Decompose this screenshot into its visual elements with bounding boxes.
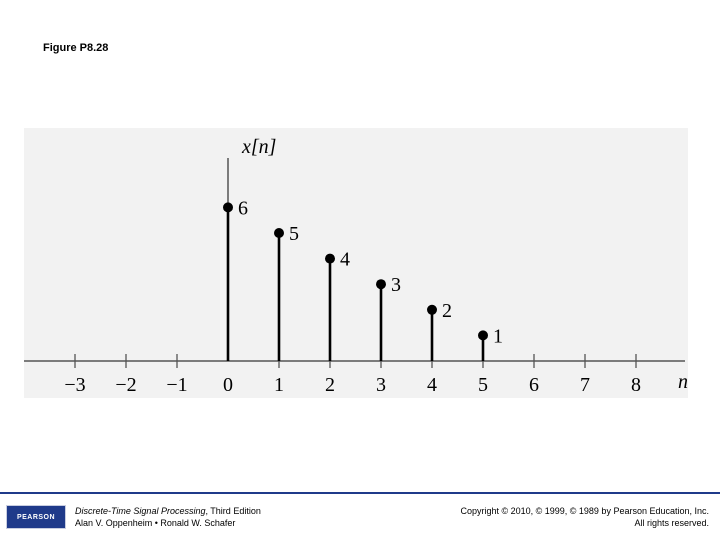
book-title: Discrete-Time Signal Processing	[75, 506, 206, 516]
stem-plot-panel: −3 −2 −1 0 1 2 3 4 5 6 7 8 6 5 4 3 2 1 x[n] n	[24, 128, 688, 398]
stem-marker	[325, 253, 335, 264]
x-tick-label: −3	[64, 374, 85, 396]
stem-marker	[274, 228, 284, 238]
stem-value-label: 1	[493, 325, 503, 347]
axes	[24, 158, 685, 362]
figure-title: Figure P8.28	[43, 42, 109, 54]
stem-marker	[427, 304, 437, 315]
x-tick-label: 6	[529, 374, 539, 396]
footer-divider	[0, 492, 720, 494]
x-tick-label: 1	[274, 374, 284, 396]
x-tick-label: 5	[478, 374, 488, 396]
x-tick-label: −2	[115, 374, 136, 396]
x-tick-label: 4	[427, 374, 437, 396]
x-tick-label: 2	[325, 374, 335, 396]
stem-marker	[478, 330, 488, 341]
stem-value-label: 6	[238, 197, 248, 219]
book-edition: , Third Edition	[205, 506, 261, 516]
book-citation: Discrete-Time Signal Processing, Third E…	[75, 505, 261, 517]
stem-value-label: 5	[289, 223, 299, 245]
stems: 6 5 4 3 2 1	[223, 197, 503, 361]
x-tick-label: 3	[376, 374, 386, 396]
stem-value-label: 3	[391, 274, 401, 296]
stem-value-label: 2	[442, 300, 452, 322]
x-tick-label: −1	[166, 374, 187, 396]
y-axis-label: x[n]	[241, 136, 276, 158]
stem-marker	[376, 279, 386, 290]
pearson-logo: PEARSON	[6, 505, 66, 529]
stem-marker	[223, 202, 233, 213]
book-authors: Alan V. Oppenheim • Ronald W. Schafer	[75, 518, 236, 528]
stem-value-label: 4	[340, 249, 350, 271]
x-tick-label: 7	[580, 374, 590, 396]
x-axis-label: n	[678, 371, 688, 393]
x-ticks: −3 −2 −1 0 1 2 3 4 5 6 7 8	[64, 354, 641, 396]
copyright-notice: Copyright © 2010, © 1999, © 1989 by Pear…	[460, 506, 709, 516]
x-tick-label: 0	[223, 374, 233, 396]
stem-plot: −3 −2 −1 0 1 2 3 4 5 6 7 8 6 5 4 3 2 1 x[n] n	[24, 136, 688, 396]
x-tick-label: 8	[631, 374, 641, 396]
rights-notice: All rights reserved.	[634, 518, 709, 528]
